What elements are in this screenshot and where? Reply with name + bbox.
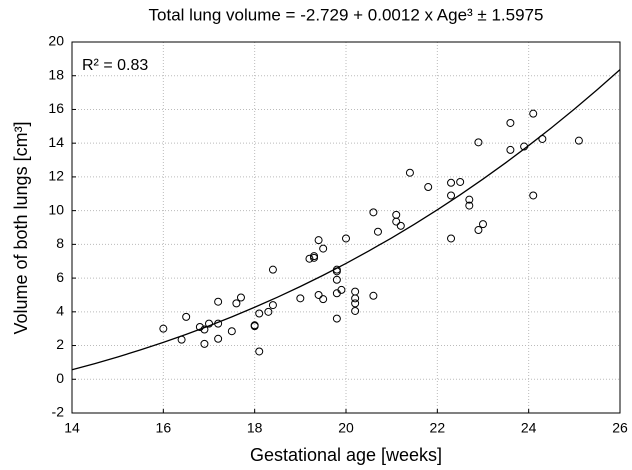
point (342, 234, 350, 243)
y-tick-label: 10 (48, 201, 64, 217)
y-tick-label: 16 (48, 100, 64, 116)
y-tick-label: 6 (56, 269, 64, 285)
point (351, 287, 360, 296)
point (506, 118, 515, 127)
fit-line (71, 69, 621, 371)
point (159, 324, 168, 333)
point (268, 265, 277, 274)
x-tick-label: 22 (430, 420, 446, 436)
point (319, 244, 328, 253)
point (405, 168, 414, 177)
chart-title: Total lung volume = -2.729 + 0.0012 x Ag… (149, 5, 544, 24)
point (305, 254, 314, 263)
point (332, 314, 341, 323)
point (392, 210, 401, 219)
point (369, 291, 378, 300)
point (396, 221, 405, 230)
point (447, 191, 456, 200)
point (392, 217, 401, 226)
y-axis-label: Volume of both lungs [cm³] (11, 121, 31, 334)
point (268, 301, 277, 310)
point (465, 195, 474, 204)
point (200, 339, 209, 348)
point (529, 191, 538, 200)
point (351, 294, 360, 303)
y-tick-label: 12 (48, 168, 64, 184)
point (227, 327, 236, 336)
point (232, 299, 241, 308)
point (255, 347, 264, 356)
point (314, 236, 323, 245)
point (296, 294, 305, 303)
point (424, 183, 433, 192)
point (337, 285, 346, 294)
point (574, 136, 583, 145)
point (310, 253, 319, 262)
point (250, 322, 259, 331)
plot-frame (71, 41, 621, 414)
point (447, 234, 456, 243)
point (373, 227, 382, 236)
point (214, 297, 223, 306)
y-tick-label: 0 (56, 370, 64, 386)
point (506, 145, 515, 154)
point (479, 220, 487, 229)
point (369, 208, 378, 217)
point (529, 109, 538, 118)
point (351, 306, 360, 315)
y-tick-label: -2 (52, 404, 65, 420)
y-tick-label: 14 (48, 134, 64, 150)
point (465, 201, 474, 210)
annotation: R² = 0.83 (82, 57, 148, 74)
point (314, 290, 323, 299)
x-tick-label: 18 (247, 420, 263, 436)
x-tick-label: 16 (156, 420, 172, 436)
y-tick-label: 20 (48, 33, 64, 49)
x-tick-label: 24 (521, 420, 537, 436)
point (182, 312, 191, 321)
y-tick-label: 8 (56, 235, 64, 251)
x-tick-label: 20 (338, 420, 354, 436)
point (319, 295, 328, 304)
point (456, 177, 465, 186)
y-tick-label: 4 (56, 303, 64, 319)
point (255, 309, 264, 318)
x-tick-label: 14 (64, 420, 80, 436)
x-axis-label: Gestational age [weeks] (250, 445, 442, 465)
point (447, 178, 456, 187)
point (474, 226, 483, 235)
point (474, 138, 483, 147)
point (351, 299, 360, 308)
y-tick-label: 2 (56, 336, 64, 352)
point (214, 334, 223, 343)
point (264, 307, 273, 316)
x-tick-label: 26 (612, 420, 628, 436)
y-tick-label: 18 (48, 66, 64, 82)
point (195, 322, 204, 331)
point (332, 275, 341, 284)
point (205, 319, 213, 328)
point (236, 293, 245, 302)
